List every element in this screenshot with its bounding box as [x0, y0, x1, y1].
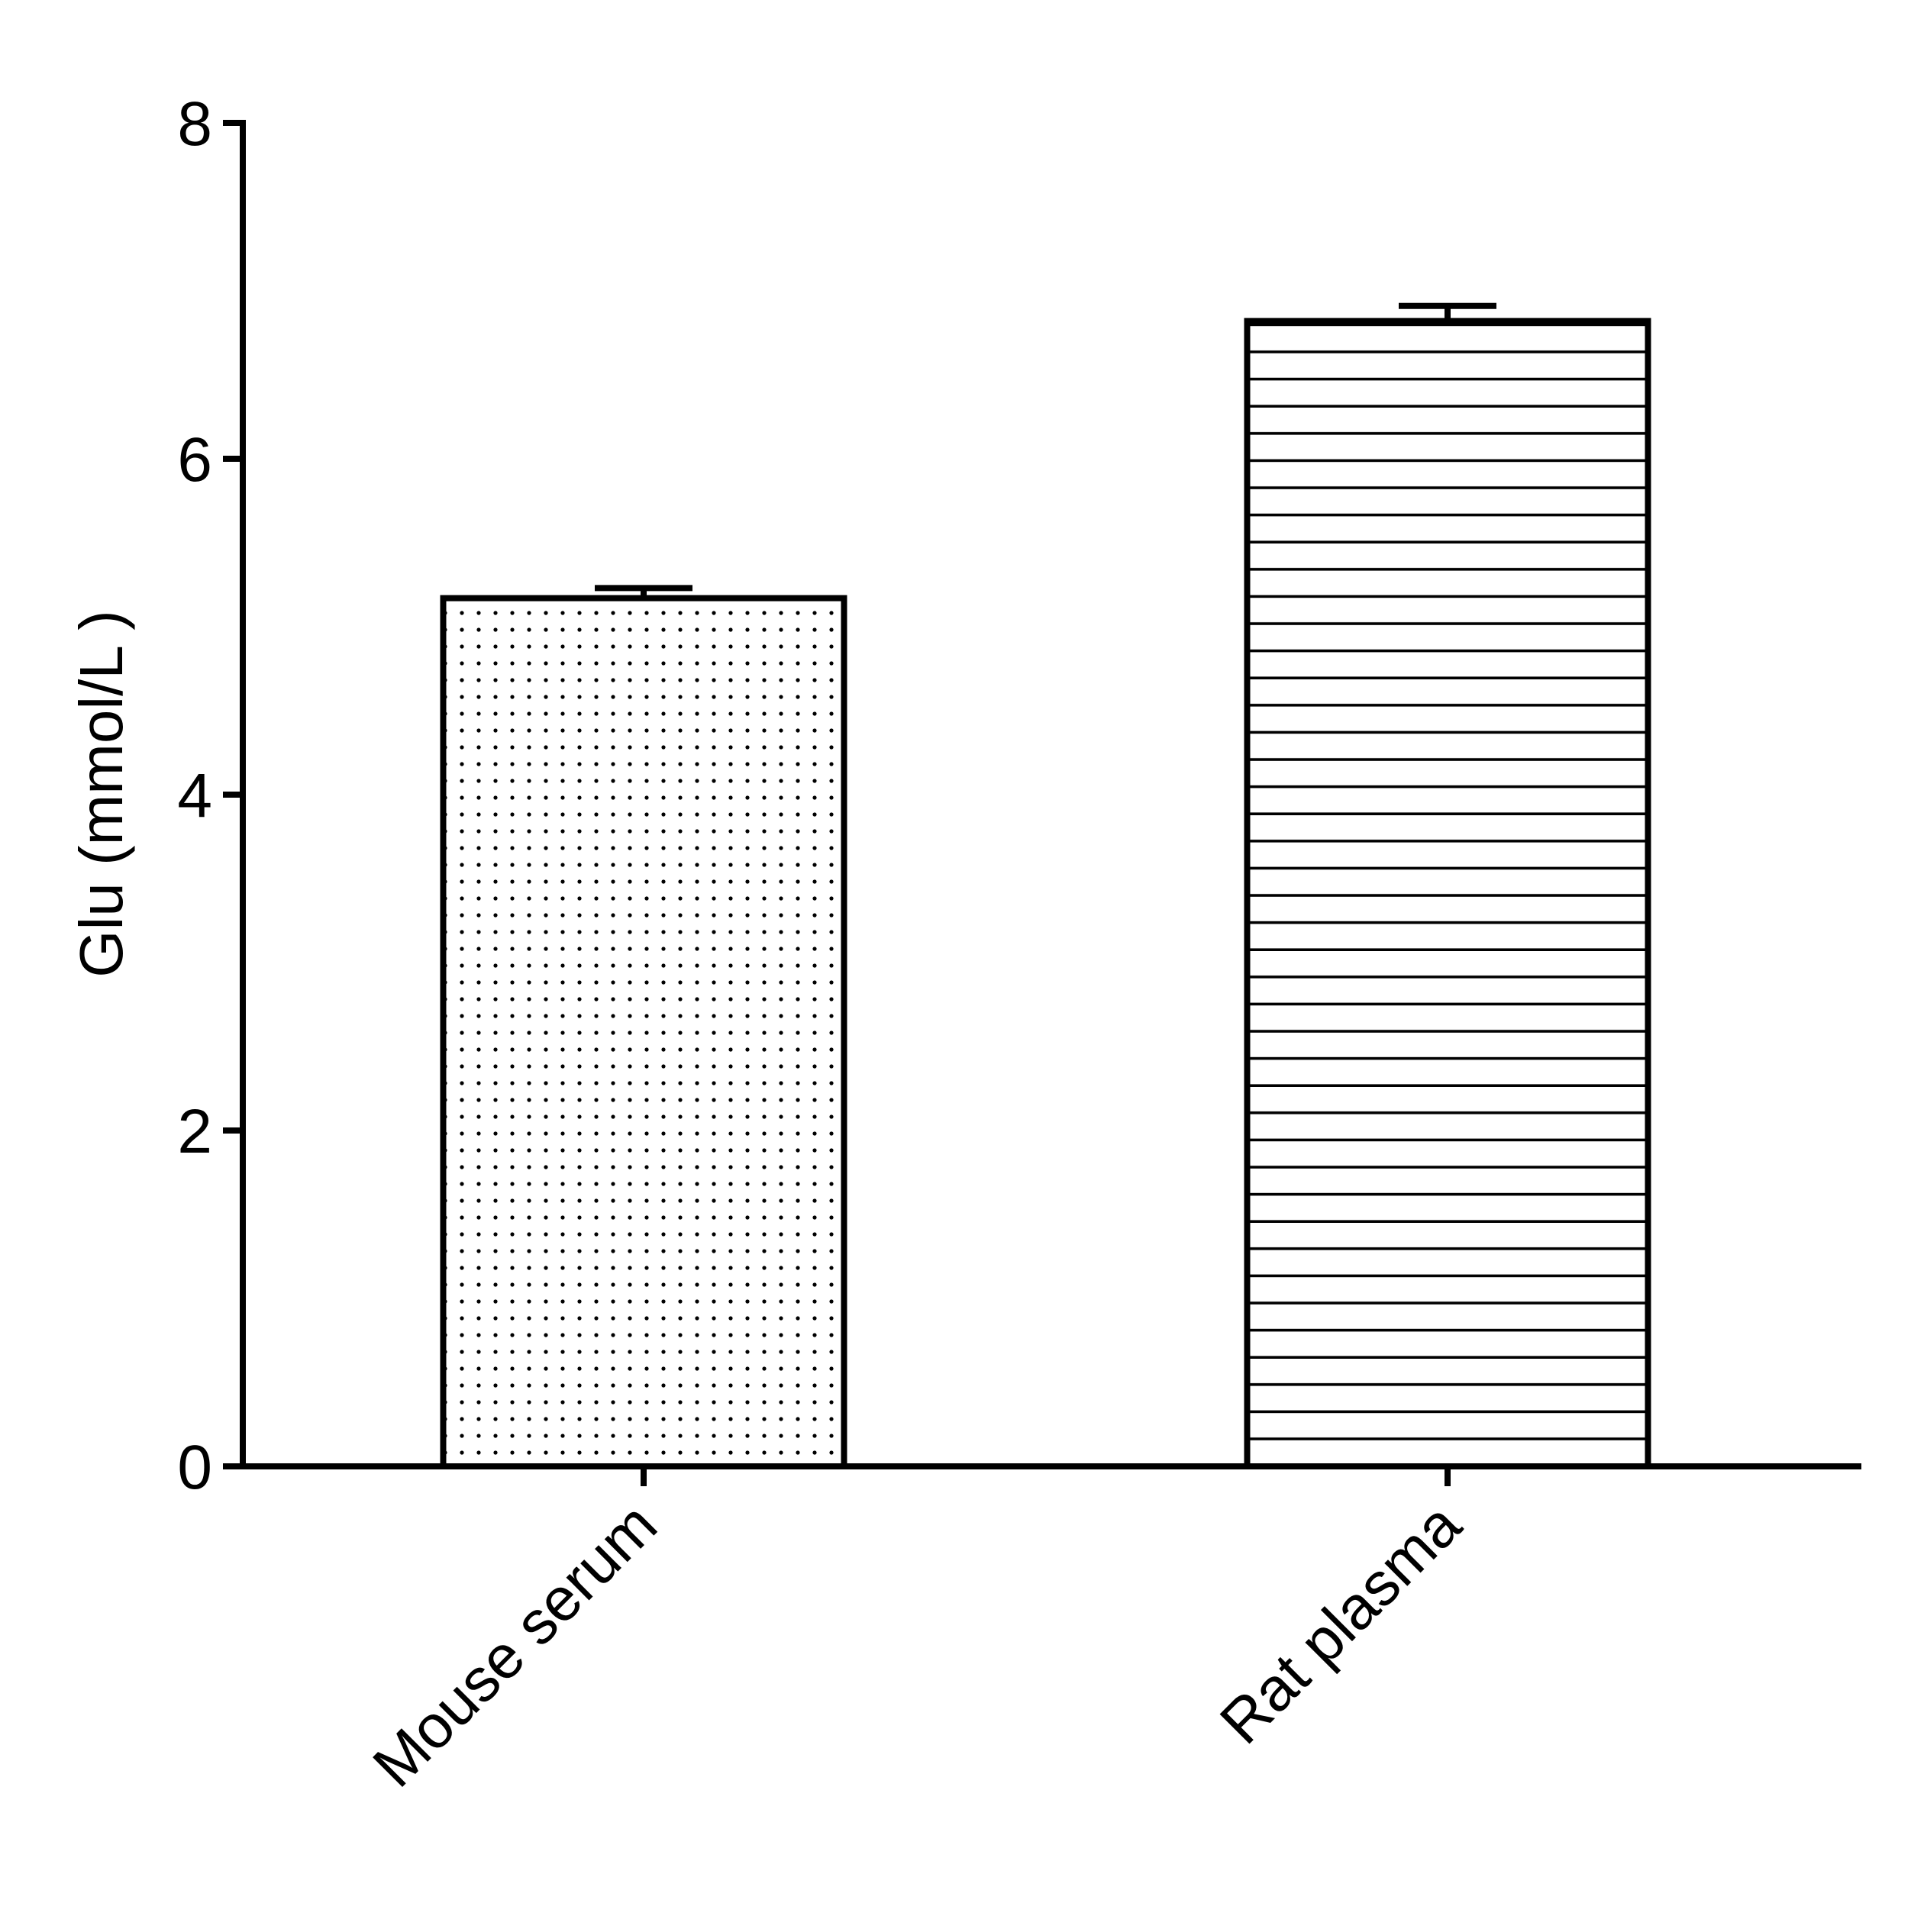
x-tick-label: Rat plasma [1207, 1490, 1474, 1756]
bar-mouse-serum [440, 595, 847, 1469]
y-tick-label: 2 [177, 1097, 212, 1166]
y-tick-label: 8 [177, 89, 212, 159]
y-tick-label: 4 [177, 761, 212, 831]
bars [440, 318, 1651, 1470]
x-axis-ticks: Mouse serum Rat plasma [360, 1466, 1474, 1800]
error-bars [595, 302, 1496, 598]
y-tick-label: 0 [177, 1433, 212, 1502]
x-tick-label: Mouse serum [360, 1490, 670, 1800]
y-axis-title: Glu (mmol/L ) [67, 610, 135, 978]
bar-rat-plasma [1244, 318, 1651, 1470]
y-axis-ticks: 0 2 4 6 8 [177, 89, 243, 1502]
y-tick-label: 6 [177, 425, 212, 495]
